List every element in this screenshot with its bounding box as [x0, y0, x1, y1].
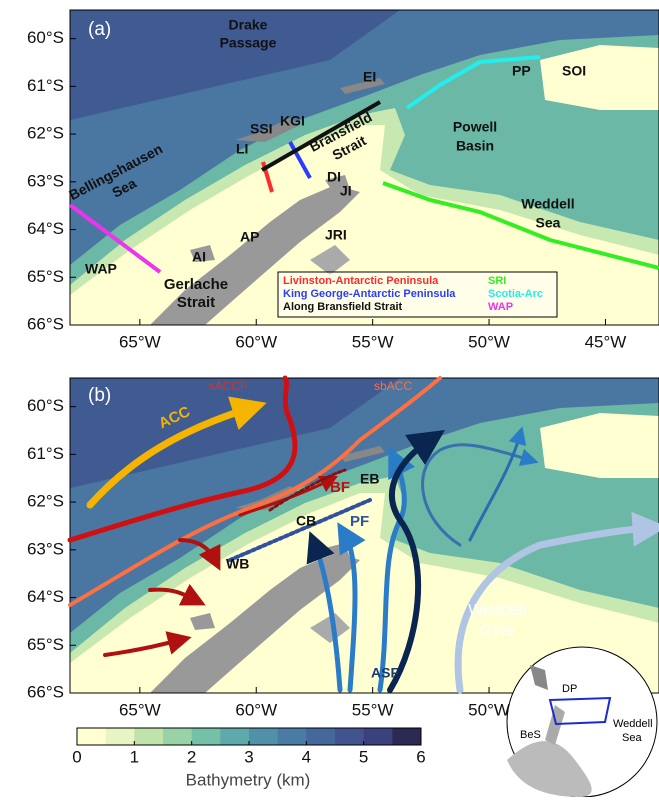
x-tick-label: 45°W [585, 332, 627, 351]
colorbar-bin [77, 728, 106, 745]
map-label: KGI [280, 113, 305, 129]
y-tick-label: 62°S [27, 492, 64, 511]
inset-label: BeS [520, 729, 541, 741]
colorbar: 0 1 2 3 4 5 6 [72, 728, 425, 766]
map-label: JRI [325, 227, 347, 243]
colorbar-label: Bathymetry (km) [186, 770, 311, 789]
map-label: WB [226, 556, 249, 572]
x-tick-label: 65°W [119, 332, 161, 351]
y-tick-label: 61°S [27, 76, 64, 95]
panel-label: (a) [88, 19, 111, 40]
y-tick-label: 64°S [27, 219, 64, 238]
map-label: SOI [562, 63, 586, 79]
colorbar-bin [249, 728, 278, 745]
x-tick-label: 55°W [352, 332, 394, 351]
x-tick-label: 65°W [119, 700, 161, 719]
map-label: CB [296, 513, 316, 529]
y-tick-label: 60°S [27, 396, 64, 415]
map-label: WAP [85, 261, 117, 277]
y-tick-label: 64°S [27, 587, 64, 606]
map-label: ASF [371, 665, 399, 681]
map-label: Gerlache [164, 276, 228, 293]
colorbar-bin [364, 728, 393, 745]
map-label: SSI [250, 121, 273, 137]
colorbar-tick-label: 2 [187, 747, 196, 766]
map-label: DI [327, 169, 341, 185]
colorbar-bin [106, 728, 135, 745]
y-tick-label: 60°S [27, 28, 64, 47]
map-label: BF [330, 479, 350, 496]
map-label: AP [240, 229, 259, 245]
colorbar-bin [335, 728, 364, 745]
map-label: PF [350, 513, 369, 530]
map-label: PP [512, 63, 531, 79]
map-label: Basin [456, 138, 494, 154]
y-tick-label: 63°S [27, 171, 64, 190]
colorbar-bin [392, 728, 421, 745]
map-label: Powell [453, 119, 497, 135]
y-tick-label: 61°S [27, 444, 64, 463]
x-tick-label: 60°W [235, 700, 277, 719]
y-tick-label: 65°S [27, 267, 64, 286]
map-label: Gyre [480, 622, 515, 639]
y-tick-label: 62°S [27, 124, 64, 143]
map-label: Sea [536, 215, 561, 231]
colorbar-bin [306, 728, 335, 745]
y-tick-label: 63°S [27, 539, 64, 558]
x-tick-label: 50°W [468, 332, 510, 351]
colorbar-tick-label: 1 [130, 747, 139, 766]
map-label: EI [363, 69, 376, 85]
colorbar-bin [134, 728, 163, 745]
map-label: JI [340, 183, 352, 199]
x-tick-label: 55°W [352, 700, 394, 719]
map-label: sACCF [209, 379, 248, 393]
inset-label: Weddell [613, 718, 653, 730]
inset-label: Sea [622, 732, 642, 744]
legend-entry: Scotia-Arc [488, 288, 543, 300]
map-label: LI [236, 141, 248, 157]
figure: (a) Drake Passage EI PP SOI SSI KGI LI B… [0, 0, 659, 797]
colorbar-bin [192, 728, 221, 745]
map-label: Passage [220, 35, 277, 51]
inset: DP BeS Weddell Sea [507, 647, 657, 797]
map-label: AI [192, 249, 206, 265]
colorbar-tick-label: 6 [416, 747, 425, 766]
colorbar-tick-label: 5 [359, 747, 368, 766]
panel-label: (b) [88, 385, 111, 406]
legend-entry: Along Bransfield Strait [283, 301, 403, 313]
colorbar-bin [278, 728, 307, 745]
map-label: EB [360, 471, 379, 487]
colorbar-tick-label: 0 [72, 747, 81, 766]
colorbar-bin [163, 728, 192, 745]
x-tick-label: 50°W [468, 700, 510, 719]
legend-entry: WAP [488, 301, 513, 313]
legend-entry: Livinston-Antarctic Peninsula [283, 275, 439, 287]
inset-label: DP [562, 683, 577, 695]
x-tick-label: 60°W [235, 332, 277, 351]
y-tick-label: 66°S [27, 314, 64, 333]
legend-entry: King George-Antarctic Peninsula [283, 288, 456, 300]
map-label: Weddell [521, 196, 574, 212]
map-label: Drake [229, 17, 268, 33]
y-tick-label: 66°S [27, 682, 64, 701]
map-label: Strait [177, 294, 215, 311]
map-label: Weddell [468, 602, 526, 619]
legend-entry: SRI [488, 275, 506, 287]
colorbar-bin [220, 728, 249, 745]
colorbar-tick-label: 3 [244, 747, 253, 766]
colorbar-tick-label: 4 [302, 747, 311, 766]
map-label: sbACC [374, 379, 412, 393]
y-tick-label: 65°S [27, 635, 64, 654]
